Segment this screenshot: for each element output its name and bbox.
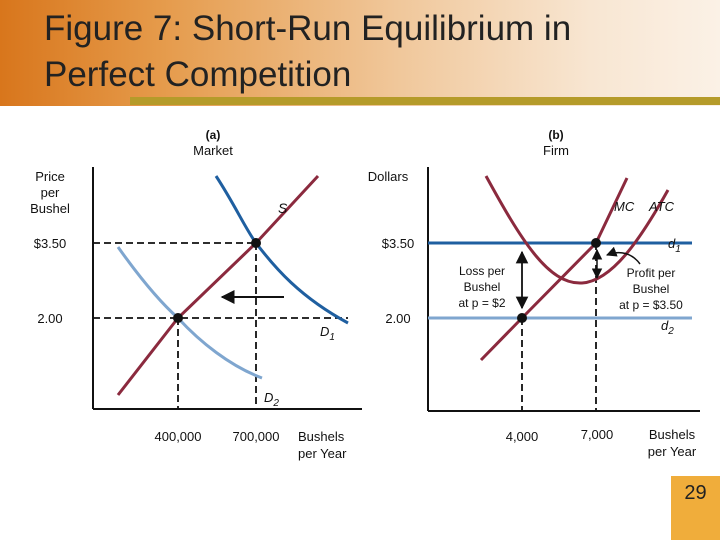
label-atc: ATC [648, 199, 675, 214]
label-d2-sub: 2 [272, 398, 279, 409]
title-accent-bar [130, 97, 720, 105]
loss-label-1: Loss per [459, 264, 505, 278]
panel-a-ytick-350: $3.50 [34, 236, 67, 251]
label-small-d2-main: d [661, 318, 669, 333]
loss-label-3: at p = $2 [458, 296, 505, 310]
firm-point-high [591, 238, 601, 248]
label-d1: D1 [320, 324, 335, 343]
slide-title: Figure 7: Short-Run Equilibrium in Perfe… [44, 6, 704, 98]
atc-curve [484, 175, 670, 285]
panel-b-title-1: (b) [548, 128, 563, 142]
label-small-d1-sub: 1 [675, 244, 681, 255]
firm-point-low [517, 313, 527, 323]
demand-curve-d2 [116, 246, 263, 380]
panel-a-ylabel-3: Bushel [30, 201, 70, 216]
panel-b-ylabel: Dollars [368, 169, 409, 184]
label-d1-main: D [320, 324, 329, 339]
panel-a-title-2: Market [193, 143, 233, 158]
profit-pointer-arrow [606, 246, 641, 265]
supply-curve-s [116, 174, 320, 396]
label-mc: MC [614, 199, 635, 214]
profit-label-1: Profit per [627, 266, 676, 280]
panel-a-xlabel-2: per Year [298, 446, 347, 461]
slide-title-line-1: Figure 7: Short-Run Equilibrium in [44, 9, 572, 48]
label-small-d1-main: d [668, 236, 676, 251]
panel-b-title-2: Firm [543, 143, 569, 158]
panel-a-ylabel-2: per [41, 185, 60, 200]
market-equilibrium-high [251, 238, 261, 248]
panel-a-xtick-400k: 400,000 [155, 429, 202, 444]
label-s: S [278, 200, 288, 216]
label-small-d1: d1 [668, 236, 681, 255]
page-number: 29 [684, 482, 707, 504]
panel-b-xtick-4000: 4,000 [506, 429, 539, 444]
profit-label-2: Bushel [633, 282, 670, 296]
mc-curve [479, 177, 629, 362]
label-small-d2: d2 [661, 318, 674, 337]
slide-title-line-2: Perfect Competition [44, 55, 352, 94]
label-small-d2-sub: 2 [667, 326, 674, 337]
panel-a-ytick-200: 2.00 [37, 311, 62, 326]
title-band [0, 0, 720, 106]
panel-a-title-1: (a) [206, 128, 221, 142]
demand-curve-d1 [214, 175, 349, 325]
panel-a-xlabel-1: Bushels [298, 429, 345, 444]
panel-b-xlabel-1: Bushels [649, 427, 696, 442]
panel-b-xlabel-2: per Year [648, 444, 697, 459]
page-number-badge: 29 [671, 476, 720, 540]
label-d1-sub: 1 [329, 332, 335, 343]
panel-b-xtick-7000: 7,000 [581, 427, 614, 442]
panel-a-ylabel-1: Price [35, 169, 65, 184]
panel-b-ytick-350: $3.50 [382, 236, 415, 251]
market-equilibrium-low [173, 313, 183, 323]
loss-label-2: Bushel [464, 280, 501, 294]
panel-a-xtick-700k: 700,000 [233, 429, 280, 444]
label-d2-main: D [264, 390, 273, 405]
label-d2: D2 [264, 390, 279, 409]
profit-label-3: at p = $3.50 [619, 298, 683, 312]
panel-b-ytick-200: 2.00 [385, 311, 410, 326]
